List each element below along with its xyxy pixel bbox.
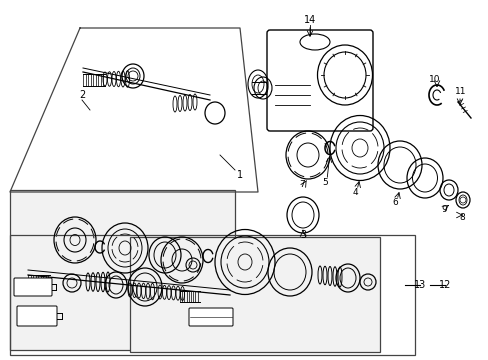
Text: 8: 8 (458, 213, 464, 222)
Text: 7: 7 (299, 180, 304, 189)
Text: 14: 14 (303, 15, 315, 25)
Text: 12: 12 (438, 280, 450, 290)
Text: 4: 4 (351, 189, 357, 198)
FancyBboxPatch shape (266, 30, 372, 131)
Bar (10, 190, 235, 350)
Text: 6: 6 (391, 198, 397, 207)
Bar (130, 237, 379, 352)
Text: 5: 5 (322, 179, 327, 188)
Bar (10, 235, 414, 355)
Text: 2: 2 (79, 90, 85, 100)
Text: 13: 13 (413, 280, 425, 290)
Text: 10: 10 (428, 76, 440, 85)
Text: 9: 9 (440, 206, 446, 215)
Text: 3: 3 (299, 230, 305, 240)
FancyBboxPatch shape (189, 308, 232, 326)
FancyBboxPatch shape (14, 278, 52, 296)
FancyBboxPatch shape (17, 306, 57, 326)
Text: 11: 11 (454, 87, 466, 96)
Text: 1: 1 (237, 170, 243, 180)
